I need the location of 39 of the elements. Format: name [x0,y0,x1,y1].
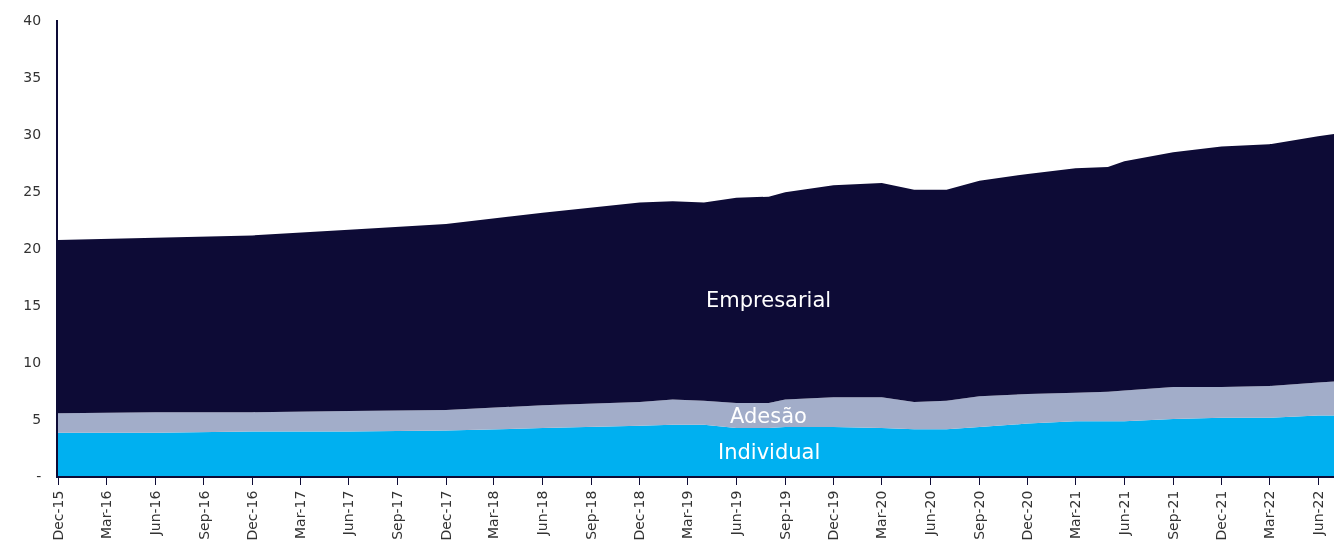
y-tick-label: 5 [32,410,42,427]
y-tick-label: 10 [23,353,42,370]
x-tick-label: Sep-21 [1164,490,1181,540]
x-tick-label: Dec-15 [49,490,66,541]
x-tick-label: Sep-20 [970,490,987,540]
y-tick-label: 40 [23,11,42,28]
x-tick-label: Dec-17 [437,490,454,541]
y-tick-label: 30 [23,125,42,142]
x-tick-label: Sep-17 [389,490,406,540]
x-tick-label: Mar-21 [1067,490,1084,539]
y-tick-label: 20 [23,239,42,256]
x-tick-label: Mar-20 [873,490,890,539]
x-tick-label: Sep-19 [776,490,793,540]
x-tick-label: Jun-21 [1115,490,1132,537]
x-tick-label: Dec-16 [243,490,260,541]
y-tick-label: - [36,467,42,484]
y-tick-label: 15 [23,296,42,313]
y-tick-label: 25 [23,182,42,199]
series-label: Empresarial [706,288,832,312]
x-tick-label: Mar-22 [1260,490,1277,539]
x-tick-label: Jun-17 [340,490,357,537]
x-tick-label: Jun-22 [1309,490,1326,537]
series-label: Adesão [730,404,807,428]
x-tick-label: Mar-18 [485,490,502,539]
series-label: Individual [718,440,821,464]
x-tick-label: Jun-19 [727,490,744,537]
x-tick-label: Mar-17 [291,490,308,539]
x-tick-label: Dec-20 [1019,490,1036,541]
x-tick-label: Mar-19 [679,490,696,539]
x-tick-label: Mar-16 [97,490,114,539]
x-tick-label: Jun-16 [146,490,163,537]
x-tick-label: Dec-19 [825,490,842,541]
y-tick-label: 35 [23,68,42,85]
x-tick-label: Jun-20 [922,490,939,537]
x-tick-label: Sep-16 [195,490,212,540]
x-tick-label: Sep-18 [582,490,599,540]
x-tick-label: Dec-21 [1213,490,1230,541]
x-tick-label: Dec-18 [631,490,648,541]
x-tick-label: Jun-18 [534,490,551,537]
